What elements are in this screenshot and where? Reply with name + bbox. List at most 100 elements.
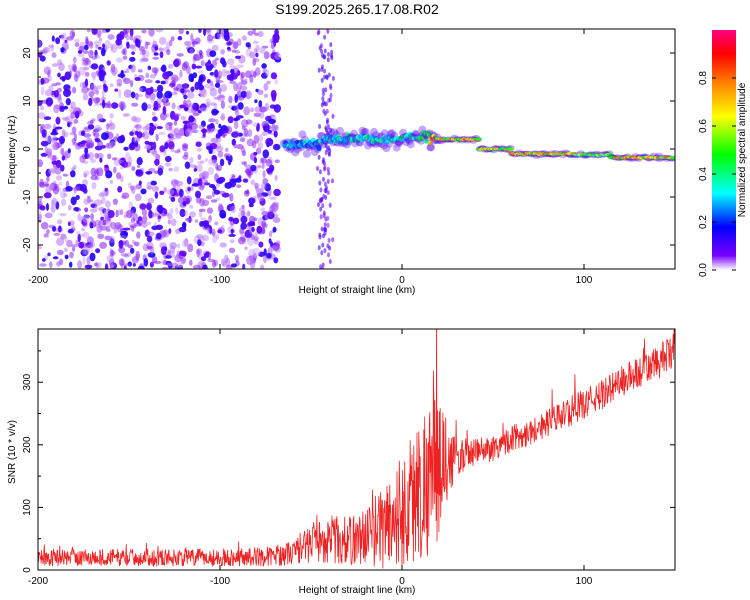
noise-blob	[189, 211, 196, 218]
snr-y-ticks: 0 100 200 300	[22, 350, 675, 573]
noise-blob	[92, 75, 96, 81]
noise-blob	[202, 170, 209, 177]
noise-blob	[51, 141, 58, 151]
noise-blob	[245, 42, 251, 48]
noise-blob	[58, 225, 62, 233]
noise-blob	[73, 56, 77, 64]
noise-blob	[253, 235, 259, 242]
y-tick-label: 10	[22, 95, 33, 107]
spectrogram-x-ticks: -200 -100 0 100	[28, 29, 593, 286]
noise-blob	[273, 209, 277, 214]
noise-blob	[196, 50, 203, 55]
noise-blob	[214, 221, 219, 226]
noise-blob	[205, 63, 212, 67]
noise-blob	[44, 212, 53, 219]
noise-blob	[269, 230, 273, 238]
noise-blob	[267, 210, 274, 218]
noise-blob	[178, 29, 184, 35]
noise-blob	[208, 118, 216, 123]
noise-blob	[171, 91, 178, 96]
noise-blob	[237, 237, 246, 245]
noise-blob	[233, 41, 239, 49]
noise-blob	[219, 190, 226, 195]
colorbar-tick-label: 0.6	[698, 119, 709, 133]
noise-blob	[327, 237, 331, 243]
noise-blob	[45, 186, 52, 195]
noise-blob	[261, 227, 266, 235]
noise-blob	[98, 46, 102, 50]
noise-blob	[85, 36, 89, 45]
noise-blob	[82, 214, 90, 223]
noise-blob	[129, 35, 134, 41]
noise-blob	[188, 204, 194, 209]
noise-blob	[258, 241, 264, 248]
spectrogram-marks	[38, 29, 675, 269]
noise-blob	[263, 93, 269, 99]
noise-blob	[162, 259, 168, 266]
noise-blob	[146, 202, 152, 211]
noise-blob	[98, 38, 103, 42]
noise-blob	[130, 247, 135, 254]
noise-blob	[51, 63, 59, 67]
noise-blob	[320, 48, 324, 54]
noise-blob	[134, 193, 142, 202]
noise-blob	[321, 262, 325, 268]
noise-blob	[147, 197, 155, 204]
noise-blob	[38, 214, 43, 219]
noise-blob	[64, 254, 69, 260]
noise-blob	[67, 64, 73, 70]
noise-blob	[63, 105, 69, 110]
noise-blob	[116, 172, 122, 180]
noise-blob	[118, 246, 126, 254]
noise-blob	[260, 157, 267, 164]
noise-blob	[46, 202, 49, 211]
signal-core	[426, 132, 432, 138]
noise-blob	[209, 102, 217, 106]
noise-blob	[261, 63, 267, 69]
noise-blob	[190, 75, 194, 83]
colorbar-tick-label: 0.8	[698, 71, 709, 85]
noise-blob	[122, 55, 128, 60]
noise-blob	[206, 226, 211, 234]
noise-blob	[208, 214, 212, 223]
noise-blob	[131, 166, 136, 171]
noise-blob	[234, 254, 240, 263]
x-tick-label: 100	[576, 275, 593, 286]
noise-blob	[229, 193, 234, 202]
noise-blob	[322, 210, 326, 216]
noise-blob	[89, 252, 96, 262]
noise-blob	[158, 205, 163, 214]
noise-blob	[71, 244, 79, 248]
noise-blob	[72, 86, 77, 94]
noise-blob	[44, 90, 52, 97]
noise-blob	[123, 89, 132, 98]
noise-blob	[190, 86, 195, 92]
noise-blob	[54, 184, 59, 188]
noise-blob	[271, 40, 275, 50]
noise-blob	[123, 77, 131, 85]
x-tick-label: -100	[210, 576, 230, 587]
noise-blob	[90, 83, 96, 90]
noise-blob	[217, 94, 226, 102]
noise-blob	[158, 47, 164, 52]
noise-blob	[195, 197, 202, 204]
noise-blob	[197, 238, 202, 246]
noise-blob	[220, 100, 225, 109]
noise-blob	[59, 258, 64, 266]
noise-blob	[154, 191, 159, 199]
noise-blob	[114, 88, 119, 92]
noise-blob	[257, 193, 264, 202]
noise-blob	[139, 203, 147, 210]
noise-blob	[138, 180, 142, 186]
noise-blob	[72, 142, 79, 146]
noise-blob	[327, 145, 331, 151]
noise-blob	[38, 245, 43, 250]
noise-blob	[79, 155, 86, 163]
noise-blob	[323, 181, 327, 187]
noise-blob	[41, 184, 46, 189]
noise-blob	[163, 101, 171, 107]
noise-blob	[207, 29, 212, 36]
noise-blob	[182, 221, 187, 230]
noise-blob	[40, 86, 45, 96]
noise-blob	[327, 252, 330, 258]
